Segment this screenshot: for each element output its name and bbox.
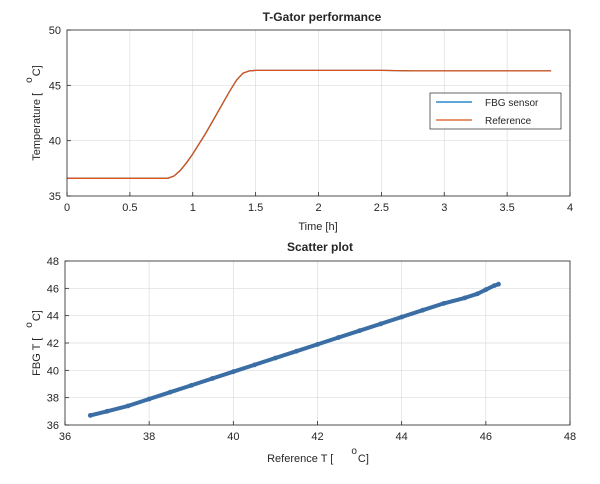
chart2-scatter-point [188,383,194,388]
chart2-xtick-label: 46 [480,431,492,443]
chart1-legend: FBG sensor Reference [429,92,562,130]
chart1-title: T-Gator performance [263,10,382,24]
chart2-scatter-point [230,369,236,375]
chart2-scatter-point [252,362,257,368]
chart1-xtick-label: 1 [190,202,196,214]
chart2-ytick-label: 44 [47,311,59,323]
chart1-xtick-label: 0 [64,202,70,214]
chart2-xtick-label: 44 [396,431,408,443]
chart2-scatter-point [475,291,480,297]
chart1-xlabel: Time [h] [298,221,337,233]
chart1-ylabel-unit: C] [31,65,43,76]
chart2-ytick-label: 40 [47,365,59,377]
chart2-scatter-point [496,281,501,287]
chart1-ytick-label: 40 [49,136,61,148]
chart2-ylabel-main: FBG T [ [31,338,43,376]
chart2-scatter-point [125,403,131,409]
chart2-ylabel: FBG T [ oC] [24,310,43,376]
chart2-scatter-point [87,413,93,418]
chart1-ytick-label: 45 [49,80,61,92]
chart1-ytick-label: 50 [49,25,61,37]
chart2-xlabel-unit: C] [358,453,369,465]
chart2-title: Scatter plot [287,240,353,254]
chart1-ylabel-main: Temperature [ [31,93,43,161]
chart2-ytick-label: 42 [47,338,59,350]
chart2-scatter-point [167,389,173,395]
chart1-ylabel: Temperature [ oC] [24,65,43,160]
chart2-scatter-point [491,283,497,288]
chart2-scatter-point [399,314,405,320]
chart2-xtick-label: 38 [143,431,155,443]
scatter-chart: Scatter plot 36 38 40 42 44 46 48 36 38 40 42 44 46 4… [24,240,576,465]
chart2-scatter-point [441,301,447,306]
chart2-xtick-label: 36 [59,431,71,443]
chart1-line-reference [67,69,552,179]
chart2-ytick-label: 38 [47,393,59,405]
chart2-xlabel-sup: o [351,446,357,457]
legend-label-fbg: FBG sensor [485,98,539,109]
chart2-scatter-point [104,408,110,414]
chart2-ytick-label: 36 [47,420,59,432]
chart2-scatter-point [357,328,362,334]
chart2-ytick-label: 46 [47,283,59,295]
chart2-scatter-point [462,295,468,301]
legend-label-reference: Reference [485,116,532,127]
performance-chart: T-Gator performance 0 0.5 1 1.5 2 2.5 3 3.5 4 35 4… [24,10,573,233]
chart1-xtick-label: 2 [315,202,321,214]
chart2-scatter-point [336,335,341,340]
chart2-ylabel-sup: o [24,322,35,328]
chart2-scatter-point [146,396,152,402]
chart2-xlabel-main: Reference T [ [267,453,333,465]
chart2-ylabel-unit: C] [31,310,43,321]
chart2-scatter-point [378,321,383,327]
chart1-ytick-label: 35 [49,191,61,203]
chart2-xtick-label: 40 [227,431,239,443]
chart2-scatter-point [420,307,426,313]
chart2-ytick-label: 48 [47,256,59,268]
chart2-scatter-point [315,342,320,347]
chart1-xtick-label: 3 [441,202,447,214]
chart2-xlabel: Reference T [ oC] [267,446,369,465]
chart1-xtick-label: 2.5 [374,202,389,214]
chart1-xtick-label: 0.5 [122,202,137,214]
legend-box [429,92,562,130]
chart2-scatter-point [483,287,489,293]
chart2-scatter-point [294,348,299,354]
chart2-scatter-point [209,376,215,381]
chart2-xtick-label: 48 [564,431,576,443]
chart2-xtick-label: 42 [311,431,323,443]
chart1-xtick-label: 3.5 [499,202,514,214]
chart1-xtick-label: 4 [567,202,573,214]
chart2-scatter-point [273,355,278,361]
chart1-xtick-label: 1.5 [248,202,263,214]
chart1-ylabel-sup: o [24,77,35,83]
